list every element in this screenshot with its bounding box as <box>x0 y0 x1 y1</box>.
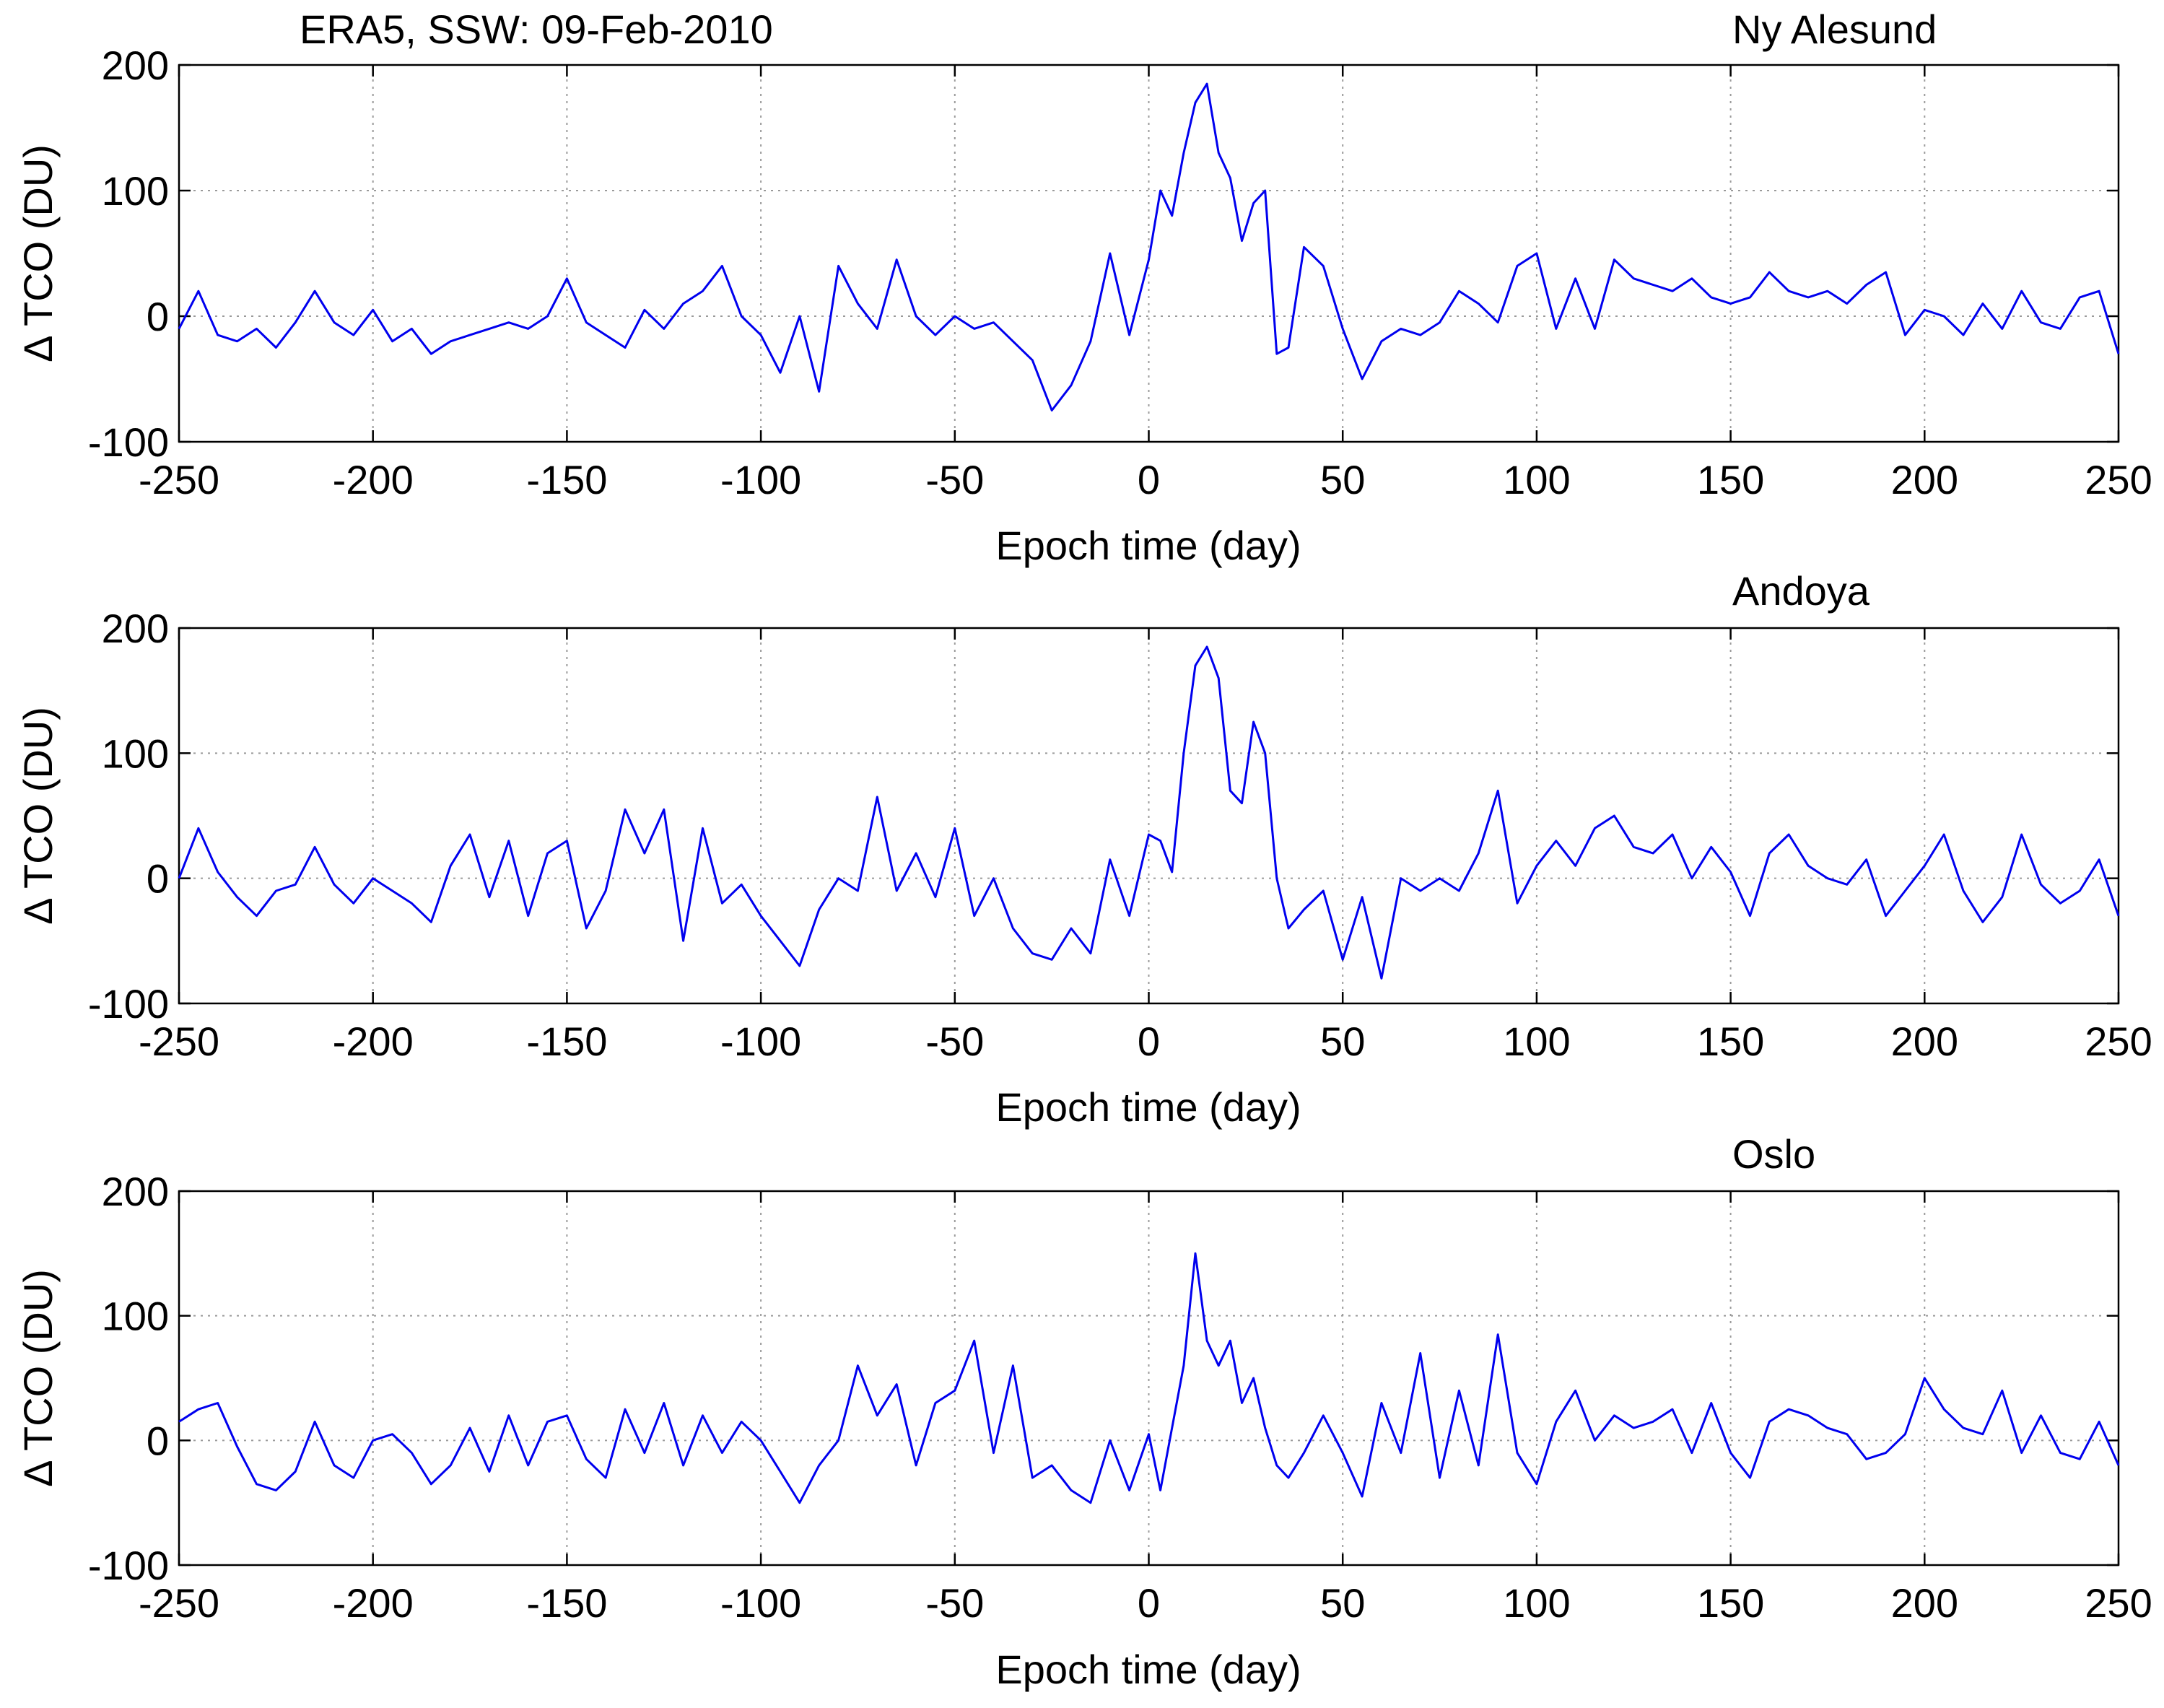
x-tick-label: -150 <box>526 1019 607 1064</box>
x-tick-label: 150 <box>1697 457 1764 502</box>
panel-title-oslo: Oslo <box>1732 1131 1815 1177</box>
x-tick-label: -50 <box>925 1580 984 1626</box>
panel-title-andoya: Andoya <box>1732 568 1870 614</box>
x-tick-label: 0 <box>1138 1580 1160 1626</box>
y-tick-label: -100 <box>88 1543 169 1588</box>
x-tick-label: -200 <box>333 457 414 502</box>
x-tick-label: -150 <box>526 457 607 502</box>
x-tick-label: 100 <box>1503 457 1570 502</box>
y-tick-label: 100 <box>102 731 169 776</box>
y-tick-label: 0 <box>147 856 169 902</box>
x-tick-label: 250 <box>2085 457 2152 502</box>
y-tick-label: 100 <box>102 1294 169 1339</box>
x-tick-label: -250 <box>139 1580 219 1626</box>
x-tick-label: 100 <box>1503 1580 1570 1626</box>
x-tick-label: 250 <box>2085 1580 2152 1626</box>
plot-frame <box>178 1190 2120 1567</box>
y-axis-label: Δ TCO (DU) <box>15 144 61 362</box>
y-tick-label: 0 <box>147 294 169 339</box>
plot-frame <box>178 64 2120 443</box>
x-tick-label: 250 <box>2085 1019 2152 1064</box>
y-tick-label: 200 <box>102 606 169 651</box>
y-tick-label: -100 <box>88 419 169 465</box>
panel-andoya: Andoya -250 -200 -150 -100 -50 0 50 100 150 200 25… <box>15 568 2152 1130</box>
x-tick-label: 200 <box>1891 457 1958 502</box>
x-tick-label: -150 <box>526 1580 607 1626</box>
x-tick-label: -100 <box>720 1019 801 1064</box>
panel-oslo: Oslo -250 -200 -150 -100 -50 0 50 100 150 200 250 -… <box>15 1131 2152 1692</box>
y-tick-label: 0 <box>147 1418 169 1463</box>
series-line <box>178 1252 2120 1504</box>
figure-title: ERA5, SSW: 09-Feb-2010 <box>300 6 773 52</box>
x-axis-label: Epoch time (day) <box>995 1647 1301 1692</box>
x-tick-label: 100 <box>1503 1019 1570 1064</box>
y-tick-label: 200 <box>102 43 169 88</box>
x-axis-label: Epoch time (day) <box>995 523 1301 568</box>
x-tick-label: 50 <box>1320 1019 1365 1064</box>
x-tick-label: 150 <box>1697 1019 1764 1064</box>
x-tick-label: -200 <box>333 1580 414 1626</box>
x-tick-label: 150 <box>1697 1580 1764 1626</box>
y-tick-label: -100 <box>88 981 169 1027</box>
x-tick-label: 200 <box>1891 1580 1958 1626</box>
panel-ny-alesund: ERA5, SSW: 09-Feb-2010 Ny Alesund -250 -2… <box>15 6 2152 568</box>
x-tick-label: -100 <box>720 1580 801 1626</box>
x-tick-label: 50 <box>1320 457 1365 502</box>
x-tick-label: 0 <box>1138 1019 1160 1064</box>
x-tick-label: -200 <box>333 1019 414 1064</box>
x-tick-label: -100 <box>720 457 801 502</box>
x-tick-label: 0 <box>1138 457 1160 502</box>
x-tick-label: -50 <box>925 457 984 502</box>
x-tick-label: -50 <box>925 1019 984 1064</box>
series-line <box>178 645 2120 980</box>
y-axis-label: Δ TCO (DU) <box>15 707 61 925</box>
series-line <box>178 82 2120 411</box>
y-tick-label: 200 <box>102 1169 169 1214</box>
x-tick-label: -250 <box>139 1019 219 1064</box>
x-tick-label: -250 <box>139 457 219 502</box>
panel-title-ny-alesund: Ny Alesund <box>1732 6 1937 52</box>
x-axis-label: Epoch time (day) <box>995 1084 1301 1130</box>
x-tick-label: 200 <box>1891 1019 1958 1064</box>
plot-frame <box>178 627 2120 1005</box>
x-tick-label: 50 <box>1320 1580 1365 1626</box>
y-tick-label: 100 <box>102 168 169 214</box>
y-axis-label: Δ TCO (DU) <box>15 1269 61 1487</box>
